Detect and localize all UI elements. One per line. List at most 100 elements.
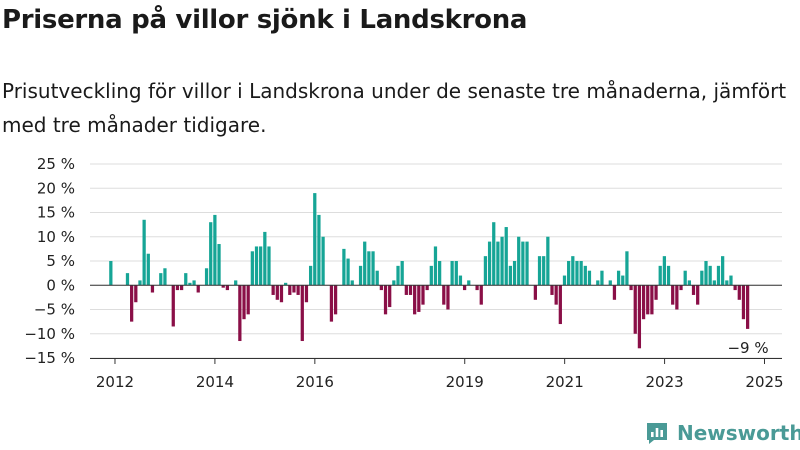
bar (446, 285, 450, 310)
y-tick-label: −5 % (34, 301, 75, 319)
bar (571, 256, 575, 286)
bar (367, 251, 371, 286)
newsworthy-logo: Newsworthy (645, 420, 800, 446)
bar (159, 273, 163, 286)
bar (383, 285, 388, 315)
bar (467, 280, 471, 286)
bar (725, 280, 729, 286)
y-tick-label: 25 % (37, 155, 75, 173)
x-tick-label: 2012 (96, 373, 134, 391)
bar (429, 265, 433, 286)
bar (204, 268, 209, 286)
bar (517, 236, 521, 286)
bar (575, 261, 579, 286)
bar (413, 285, 417, 315)
bar (234, 280, 238, 286)
bar (641, 285, 646, 320)
x-tick-label: 2016 (296, 373, 334, 391)
bar (209, 222, 213, 286)
bar (621, 275, 625, 286)
bar (267, 246, 271, 286)
bar (438, 261, 442, 286)
bar (721, 256, 725, 286)
bar (679, 285, 683, 291)
bar (554, 285, 558, 305)
bar (254, 246, 259, 286)
bar (259, 246, 263, 286)
bar (696, 285, 700, 305)
bar (350, 280, 354, 286)
bar (683, 270, 687, 286)
bar (275, 285, 279, 300)
bar (279, 285, 284, 303)
bar (454, 261, 458, 286)
bar (396, 265, 400, 286)
bar (404, 285, 408, 295)
bar (271, 285, 275, 295)
bar (662, 256, 667, 286)
bar (558, 285, 562, 325)
bar (737, 285, 741, 300)
last-value-annotation: −9 % (727, 339, 768, 357)
bar (616, 270, 621, 286)
bar (508, 265, 513, 286)
bar (587, 270, 592, 286)
bar-chart-logo-icon (647, 423, 667, 444)
bar (130, 285, 134, 322)
y-tick-label: 5 % (46, 252, 75, 270)
bar (134, 285, 138, 303)
bar (221, 285, 225, 288)
bar (479, 285, 483, 305)
bar (646, 285, 650, 315)
bar (263, 231, 267, 286)
bar (458, 275, 463, 286)
y-tick-label: 10 % (37, 228, 75, 246)
bar (179, 285, 184, 291)
bar (125, 273, 130, 286)
bar (658, 265, 662, 286)
bar (371, 251, 375, 286)
bar (625, 251, 629, 286)
bar (746, 285, 750, 329)
bar (317, 214, 321, 286)
bar (550, 285, 554, 295)
bar (421, 285, 425, 305)
bar (304, 285, 309, 303)
y-tick-label: −10 % (24, 325, 75, 343)
bar (217, 244, 221, 286)
bar (313, 193, 317, 286)
bar (687, 280, 691, 286)
bar (363, 241, 367, 286)
bar (142, 219, 146, 286)
bar (691, 285, 696, 295)
bar (654, 285, 658, 300)
bars (109, 193, 750, 349)
bar (175, 285, 180, 291)
bar (500, 236, 504, 286)
bar (225, 285, 229, 291)
bar (596, 280, 600, 286)
x-tick-label: 2021 (546, 373, 584, 391)
bar (242, 285, 246, 320)
bar (188, 282, 192, 286)
bar (308, 265, 313, 286)
bar (537, 256, 542, 286)
bar (700, 270, 704, 286)
x-tick-label: 2023 (645, 373, 683, 391)
bar (425, 285, 429, 291)
bar (629, 285, 633, 291)
bar (300, 285, 304, 342)
bar (388, 285, 392, 308)
bar (321, 236, 325, 286)
bar (408, 285, 413, 295)
bar (542, 256, 546, 286)
bar (238, 285, 242, 342)
bar (213, 214, 217, 286)
bar (650, 285, 654, 315)
bar (612, 285, 617, 300)
bar (487, 241, 492, 286)
bar (733, 285, 737, 291)
chart-title: Priserna på villor sjönk i Landskrona (2, 5, 528, 35)
bar (633, 285, 637, 334)
